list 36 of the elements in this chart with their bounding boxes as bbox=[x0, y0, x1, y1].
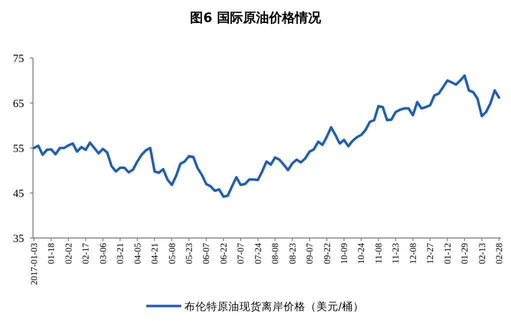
x-tick-label: 10-24 bbox=[356, 242, 366, 264]
x-tick-label: 04-05 bbox=[132, 242, 142, 264]
x-tick-label: 10-09 bbox=[339, 242, 349, 264]
x-tick-label: 02-28 bbox=[494, 242, 504, 264]
x-tick-label: 04-21 bbox=[150, 243, 160, 264]
x-tick-label: 07-07 bbox=[236, 242, 246, 264]
y-tick-label: 65 bbox=[13, 98, 24, 110]
x-tick-label: 12-08 bbox=[408, 242, 418, 264]
x-tick-label: 2017-01-03 bbox=[29, 242, 39, 285]
x-tick-label: 06-22 bbox=[218, 243, 228, 264]
x-tick-label: 01-29 bbox=[460, 242, 470, 264]
legend-label: 布伦特原油现货离岸价格（美元/桶） bbox=[184, 300, 364, 313]
chart-title: 图6 国际原油价格情况 bbox=[190, 11, 322, 26]
y-tick-label: 45 bbox=[13, 188, 24, 200]
x-tick-label: 02-13 bbox=[476, 242, 487, 264]
x-tick-label: 01-12 bbox=[442, 243, 452, 264]
y-tick-label: 55 bbox=[13, 143, 24, 155]
x-tick-label: 11-08 bbox=[373, 242, 384, 264]
x-tick-label: 05-23 bbox=[184, 242, 194, 264]
x-tick-label: 08-23 bbox=[287, 242, 298, 264]
x-tick-label: 09-22 bbox=[322, 243, 332, 264]
x-tick-label: 11-23 bbox=[390, 242, 401, 264]
x-tick-label: 02-17 bbox=[80, 242, 91, 264]
x-tick-label: 09-07 bbox=[304, 242, 315, 264]
x-tick-label: 05-08 bbox=[166, 242, 177, 264]
y-tick-label: 75 bbox=[13, 53, 24, 65]
x-tick-label: 12-27 bbox=[425, 242, 436, 264]
x-tick-label: 03-21 bbox=[115, 243, 126, 264]
x-tick-label: 03-06 bbox=[98, 242, 108, 264]
legend: 布伦特原油现货离岸价格（美元/桶） bbox=[146, 301, 364, 313]
x-tick-label: 07-24 bbox=[252, 242, 263, 264]
x-tick-label: 02-02 bbox=[63, 243, 74, 264]
x-tick-label: 01-18 bbox=[46, 242, 56, 264]
y-tick-label: 35 bbox=[13, 233, 24, 245]
x-tick-label: 06-07 bbox=[201, 242, 212, 264]
x-tick-label: 08-08 bbox=[270, 242, 280, 264]
